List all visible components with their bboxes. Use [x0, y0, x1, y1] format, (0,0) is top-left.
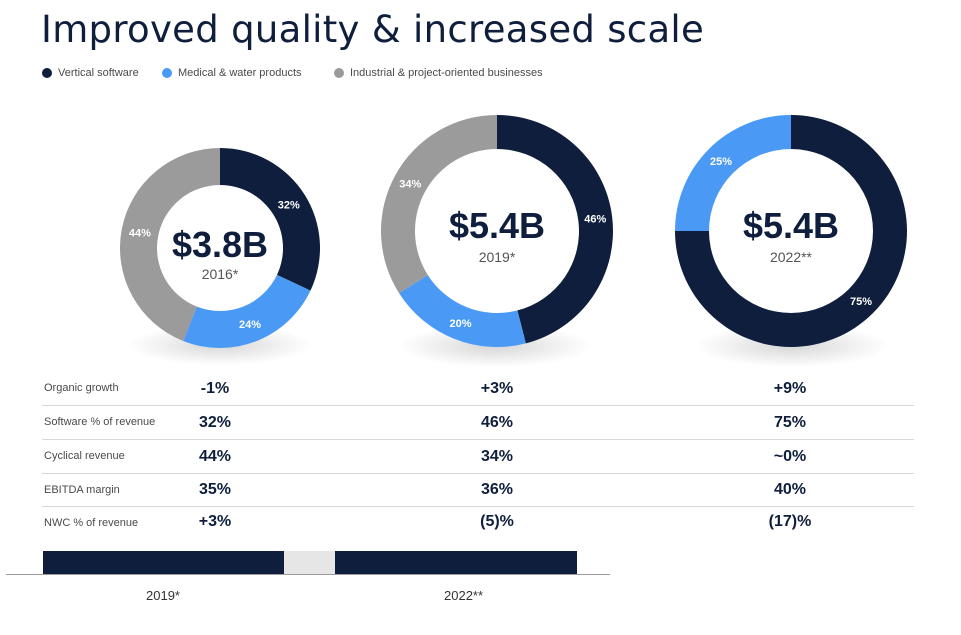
slice-label: 20% [450, 318, 472, 330]
metric-label: Organic growth [44, 382, 119, 394]
metric-value: 36% [480, 481, 514, 498]
metric-value: 34% [480, 448, 514, 465]
timeline-bar-2022 [335, 551, 577, 574]
legend-item-vertical-software: Vertical software [42, 67, 139, 79]
legend-label: Vertical software [58, 67, 139, 79]
page-title: Improved quality & increased scale [41, 8, 705, 51]
metric-label: Software % of revenue [44, 416, 156, 428]
metric-value: (5)% [480, 513, 514, 530]
donut-chart-2019: 46% 20% 34% [381, 115, 613, 347]
table-row: EBITDA margin 35% 36% 40% [42, 473, 914, 507]
slice-label: 46% [584, 214, 606, 226]
donut-slice [183, 274, 311, 348]
metric-value: 46% [480, 414, 514, 431]
donut-center-label: 2019* [478, 249, 516, 265]
donut-svg: 46% 20% 34% [381, 115, 613, 347]
donut-chart-2022: 75% 25% [675, 115, 907, 347]
donut-center-value: $5.4B [742, 205, 840, 246]
metric-value: ~0% [773, 448, 807, 465]
slice-label: 44% [129, 228, 151, 240]
slice-label: 32% [278, 199, 300, 211]
metric-value: 40% [773, 481, 807, 498]
legend-swatch [162, 68, 172, 78]
metric-value: 32% [198, 414, 232, 431]
donut-svg: 75% 25% [675, 115, 907, 347]
legend-item-medical-water: Medical & water products [162, 67, 302, 79]
donut-svg: 32% 24% 44% [119, 148, 320, 348]
legend-item-industrial: Industrial & project-oriented businesses [334, 67, 543, 79]
timeline-label-2019: 2019* [146, 588, 180, 603]
donut-slice [399, 274, 526, 347]
donut-center-label: 2022** [769, 249, 813, 265]
metric-value: +3% [198, 513, 232, 530]
table-row: Software % of revenue 32% 46% 75% [42, 406, 914, 440]
timeline-label-2022: 2022** [444, 588, 484, 603]
donut-center-value: $3.8B [171, 224, 269, 265]
slice-label: 24% [239, 319, 261, 331]
timeline-axis [6, 574, 610, 575]
donut-chart-2016: 32% 24% 44% [119, 148, 320, 348]
metric-value: 75% [773, 414, 807, 431]
donut-hole [157, 185, 283, 311]
donut-slice [119, 148, 220, 341]
legend-label: Medical & water products [178, 67, 302, 79]
table-row: Organic growth -1% +3% +9% [42, 372, 914, 406]
metric-label: NWC % of revenue [44, 517, 139, 529]
metric-value: 44% [198, 448, 232, 465]
metric-label: Cyclical revenue [44, 450, 125, 462]
timeline-bar-2019 [43, 551, 284, 574]
table-row: NWC % of revenue +3% (5)% (17)% [42, 507, 914, 540]
legend-swatch [42, 68, 52, 78]
table-row: Cyclical revenue 44% 34% ~0% [42, 440, 914, 474]
donut-hole [415, 149, 579, 313]
donut-slice [220, 148, 320, 291]
donut-slice [675, 115, 907, 347]
metric-value: +9% [773, 380, 807, 397]
donut-slice [675, 115, 791, 231]
donut-slice [497, 115, 613, 344]
metric-value: (17)% [768, 513, 812, 530]
slice-label: 25% [710, 156, 732, 168]
donut-center-value: $5.4B [448, 205, 546, 246]
slice-label: 34% [399, 178, 421, 190]
donut-hole [709, 149, 873, 313]
metric-value: -1% [200, 380, 230, 397]
metric-value: 35% [198, 481, 232, 498]
legend-label: Industrial & project-oriented businesses [350, 67, 543, 79]
donut-slice [381, 115, 497, 294]
slice-label: 75% [850, 296, 872, 308]
metric-label: EBITDA margin [44, 484, 120, 496]
legend-swatch [334, 68, 344, 78]
donut-center-label: 2016* [201, 266, 239, 282]
metric-value: +3% [480, 380, 514, 397]
timeline-gap [284, 551, 335, 574]
